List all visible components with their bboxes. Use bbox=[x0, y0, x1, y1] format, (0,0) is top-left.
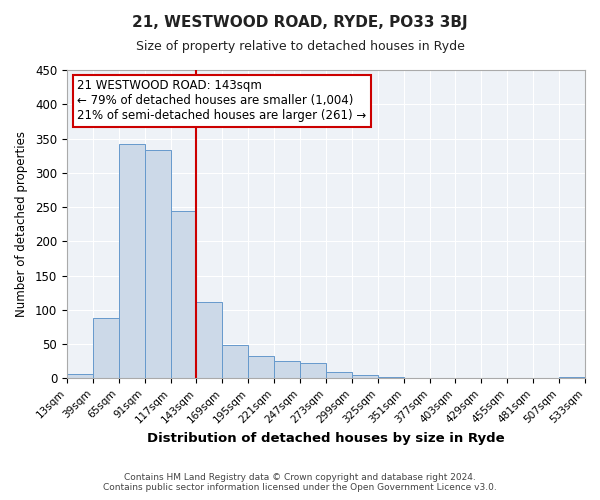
Text: 21 WESTWOOD ROAD: 143sqm
← 79% of detached houses are smaller (1,004)
21% of sem: 21 WESTWOOD ROAD: 143sqm ← 79% of detach… bbox=[77, 80, 367, 122]
Y-axis label: Number of detached properties: Number of detached properties bbox=[15, 131, 28, 317]
Bar bbox=[119, 144, 145, 378]
Bar bbox=[274, 362, 300, 378]
Bar bbox=[248, 356, 274, 378]
Bar bbox=[196, 302, 223, 378]
Bar bbox=[223, 345, 248, 378]
Bar bbox=[145, 150, 170, 378]
Bar bbox=[93, 318, 119, 378]
Text: 21, WESTWOOD ROAD, RYDE, PO33 3BJ: 21, WESTWOOD ROAD, RYDE, PO33 3BJ bbox=[132, 15, 468, 30]
Bar bbox=[352, 375, 378, 378]
Bar bbox=[300, 364, 326, 378]
X-axis label: Distribution of detached houses by size in Ryde: Distribution of detached houses by size … bbox=[147, 432, 505, 445]
Bar bbox=[378, 377, 404, 378]
Bar bbox=[67, 374, 93, 378]
Bar bbox=[559, 377, 585, 378]
Bar bbox=[170, 210, 196, 378]
Text: Contains HM Land Registry data © Crown copyright and database right 2024.
Contai: Contains HM Land Registry data © Crown c… bbox=[103, 473, 497, 492]
Text: Size of property relative to detached houses in Ryde: Size of property relative to detached ho… bbox=[136, 40, 464, 53]
Bar bbox=[326, 372, 352, 378]
